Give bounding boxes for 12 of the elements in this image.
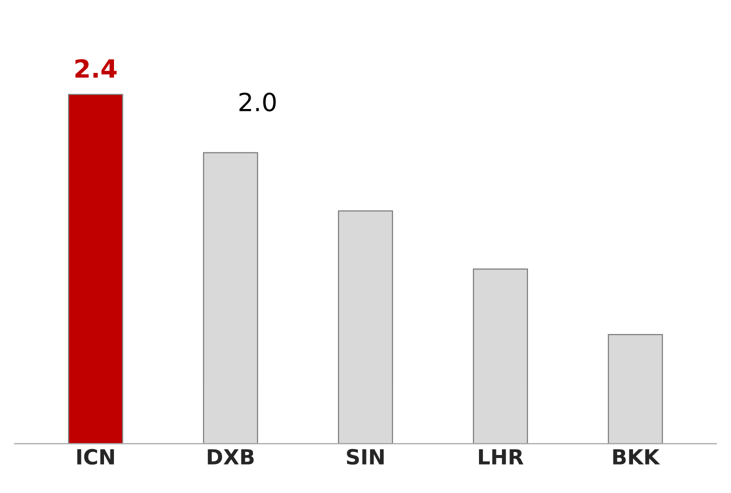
data-label: 2.4 — [75, 59, 117, 78]
bar — [472, 268, 528, 444]
bar — [338, 210, 394, 444]
data-label: 2.0 — [239, 92, 276, 112]
x-tick-label: BKK — [613, 449, 660, 464]
x-tick-label: SIN — [346, 448, 384, 465]
bar — [203, 152, 258, 444]
x-tick-label: DXB — [208, 449, 254, 464]
bar — [608, 334, 663, 444]
x-tick-label: ICN — [77, 448, 114, 465]
bar — [68, 94, 124, 444]
x-tick-label: LHR — [478, 449, 524, 464]
